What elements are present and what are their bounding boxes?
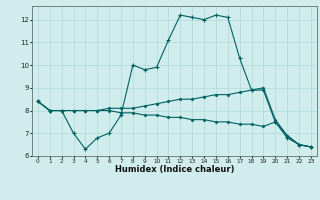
X-axis label: Humidex (Indice chaleur): Humidex (Indice chaleur) bbox=[115, 165, 234, 174]
